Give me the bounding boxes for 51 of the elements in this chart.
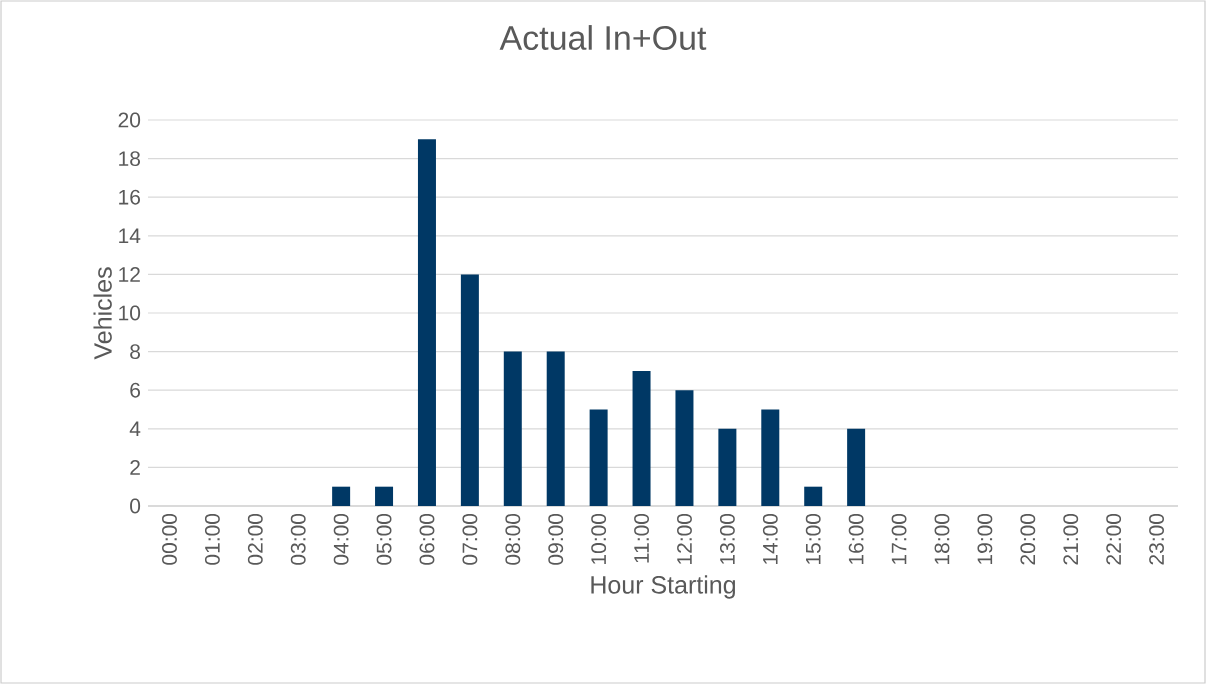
x-axis-title: Hour Starting: [591, 575, 735, 599]
x-tick-label: 15:00: [805, 513, 821, 565]
bar: [332, 486, 351, 506]
y-tick-label: 6: [130, 382, 141, 398]
x-tick-label: 19:00: [977, 513, 993, 565]
x-tick-label: 22:00: [1106, 513, 1122, 565]
x-tick-label: 11:00: [634, 513, 649, 563]
y-tick-label: 12: [119, 267, 140, 282]
x-tick-label: 06:00: [419, 513, 435, 565]
y-tick-label: 10: [119, 305, 141, 321]
y-tick-label: 8: [130, 344, 141, 360]
bar: [761, 409, 780, 506]
x-tick-label: 02:00: [247, 513, 263, 565]
x-tick-label: 18:00: [934, 513, 950, 565]
bar: [417, 139, 436, 506]
x-tick-label: 14:00: [762, 513, 778, 565]
y-tick-label: 4: [129, 421, 141, 437]
bar: [804, 486, 823, 506]
y-tick-label: 2: [130, 460, 140, 475]
y-tick-label: 0: [130, 498, 141, 514]
x-tick-label: 00:00: [162, 513, 177, 565]
bar: [675, 390, 694, 506]
x-tick-label: 04:00: [333, 513, 349, 565]
y-axis-title: Vehicles: [93, 267, 112, 360]
x-tick-label: 01:00: [204, 513, 220, 565]
y-tick-label: 14: [119, 228, 141, 244]
bar: [460, 274, 479, 506]
bar: [503, 351, 522, 506]
x-tick-label: 21:00: [1063, 513, 1079, 565]
y-tick-label: 20: [118, 112, 141, 128]
bar: [546, 351, 565, 506]
x-tick-label: 09:00: [548, 513, 564, 565]
chart-title: Actual In+Out: [499, 25, 707, 51]
bar: [632, 370, 651, 506]
x-tick-label: 10:00: [591, 513, 607, 565]
y-tick-label: 16: [119, 189, 141, 205]
x-tick-label: 20:00: [1020, 513, 1036, 565]
x-tick-label: 05:00: [376, 513, 392, 565]
x-tick-label: 16:00: [848, 513, 864, 565]
bar: [847, 428, 866, 506]
x-tick-label: 13:00: [719, 513, 735, 565]
bar: [589, 409, 608, 506]
x-tick-label: 07:00: [462, 513, 478, 565]
x-tick-label: 17:00: [891, 513, 907, 565]
x-tick-label: 12:00: [677, 513, 692, 565]
y-tick-label: 18: [119, 151, 141, 167]
x-tick-label: 08:00: [505, 513, 521, 565]
x-tick-label: 03:00: [290, 513, 306, 565]
bar: [718, 428, 737, 506]
x-tick-label: 23:00: [1149, 513, 1164, 565]
bar: [375, 486, 394, 506]
